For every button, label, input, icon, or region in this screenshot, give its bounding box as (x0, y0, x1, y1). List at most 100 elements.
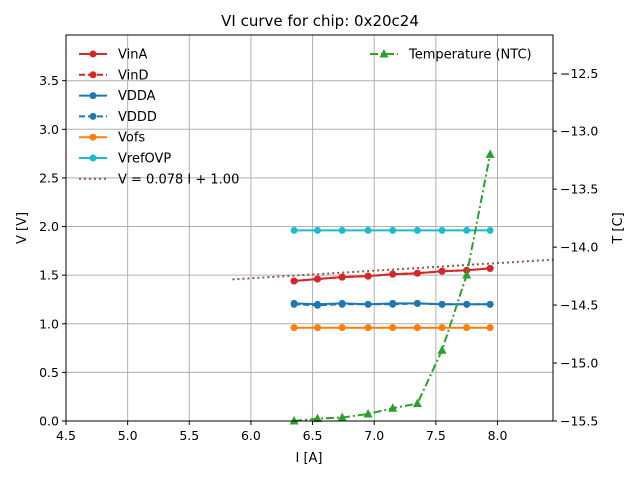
y2-tick-label: −15.5 (560, 414, 598, 429)
data-point (389, 324, 397, 332)
data-point (338, 300, 346, 308)
series-vddd (290, 299, 494, 309)
legend-item: VinD (79, 68, 148, 83)
series-vofs (290, 324, 494, 332)
data-point (486, 264, 494, 272)
data-point (314, 324, 322, 332)
legend-item: VDDA (79, 89, 156, 104)
legend-label: Vofs (118, 131, 145, 146)
y2-axis-ticks: −15.5 −15.0 −14.5 −14.0 −13.5 −13.0 −12.5 (553, 66, 598, 429)
x-axis-label: I [A] (295, 451, 322, 466)
legend-marker (89, 133, 97, 141)
legend-marker (89, 154, 97, 162)
legend-voltages: VinA VinD VDDA VDDD Vofs VrefOVP V = 0.078 I +… (79, 48, 239, 187)
data-point (413, 269, 421, 277)
legend-item: VDDD (79, 110, 157, 125)
series-temperature-ntc (289, 149, 495, 425)
x-tick-label: 8.0 (488, 428, 508, 443)
data-point (290, 324, 298, 332)
y-tick-label: 1.5 (39, 268, 59, 283)
series-line (294, 154, 492, 422)
y2-tick-label: −13.5 (560, 182, 598, 197)
legend-label: VDDD (118, 110, 157, 125)
y2-tick-label: −14.0 (560, 240, 598, 255)
data-point (486, 226, 494, 234)
data-point (486, 324, 494, 332)
data-point (338, 226, 346, 234)
y-tick-label: 2.5 (39, 170, 59, 185)
legend-item: Vofs (79, 131, 145, 146)
legend-item: VrefOVP (79, 152, 171, 167)
legend-marker (89, 112, 97, 120)
fit-line-layer (232, 258, 554, 281)
x-tick-label: 5.5 (179, 428, 199, 443)
data-point (438, 300, 446, 308)
data-point (413, 299, 421, 307)
legend-label: Temperature (NTC) (408, 48, 532, 63)
data-point (314, 301, 322, 309)
legend-label: VinD (118, 68, 148, 83)
plot-frame (65, 34, 554, 422)
data-point (364, 226, 372, 234)
legend-marker (379, 49, 389, 58)
series-vrefovp (290, 226, 494, 234)
x-tick-label: 6.0 (241, 428, 261, 443)
data-point (438, 226, 446, 234)
y2-tick-label: −13.0 (560, 124, 598, 139)
series-line (294, 302, 491, 307)
y2-tick-label: −14.5 (560, 298, 598, 313)
grid (65, 35, 553, 422)
data-point (290, 226, 298, 234)
data-point (389, 300, 397, 308)
y2-tick-label: −12.5 (560, 66, 598, 81)
legend-temperature: Temperature (NTC) (370, 48, 532, 63)
x-tick-label: 5.0 (118, 428, 138, 443)
y-tick-label: 1.0 (39, 316, 59, 331)
y-axis-label: V [V] (15, 212, 30, 244)
legend-marker (89, 71, 97, 79)
y2-tick-label: −15.0 (560, 356, 598, 371)
data-point (363, 409, 373, 418)
data-point (364, 300, 372, 308)
data-point (338, 273, 346, 281)
data-point (413, 324, 421, 332)
x-tick-label: 6.5 (303, 428, 323, 443)
legend-label: VrefOVP (118, 152, 171, 167)
legend-marker (89, 92, 97, 100)
data-point (364, 324, 372, 332)
data-point (389, 270, 397, 278)
series-line (294, 267, 491, 282)
x-axis-ticks: 4.5 5.0 5.5 6.0 6.5 7.0 7.5 8.0 (56, 421, 507, 443)
data-point (289, 416, 299, 425)
data-point (463, 324, 471, 332)
data-point (413, 226, 421, 234)
x-tick-label: 7.0 (364, 428, 384, 443)
series-layer (289, 149, 495, 425)
legend-marker (89, 50, 97, 58)
legend-item: VinA (79, 48, 147, 63)
data-point (388, 403, 398, 412)
y-tick-label: 3.0 (39, 122, 59, 137)
data-point (364, 272, 372, 280)
y-tick-label: 2.0 (39, 219, 59, 234)
data-point (314, 275, 322, 283)
data-point (338, 324, 346, 332)
legend-label: VDDA (118, 89, 156, 104)
data-point (486, 300, 494, 308)
y-tick-label: 0.0 (39, 414, 59, 429)
data-point (462, 269, 472, 279)
data-point (290, 300, 298, 308)
data-point (313, 413, 323, 423)
data-point (463, 300, 471, 308)
legend-item: Temperature (NTC) (370, 48, 532, 63)
y-tick-label: 0.5 (39, 365, 59, 380)
legend-label: V = 0.078 I + 1.00 (118, 172, 239, 187)
y2-axis-label: T [C] (611, 212, 626, 244)
data-point (337, 412, 347, 422)
legend-label: VinA (118, 48, 147, 63)
data-point (437, 345, 447, 354)
series-vind (290, 264, 494, 285)
y-axis-ticks: 0.0 0.5 1.0 1.5 2.0 2.5 3.0 3.5 (39, 73, 66, 429)
chart-title: VI curve for chip: 0x20c24 (221, 12, 419, 30)
